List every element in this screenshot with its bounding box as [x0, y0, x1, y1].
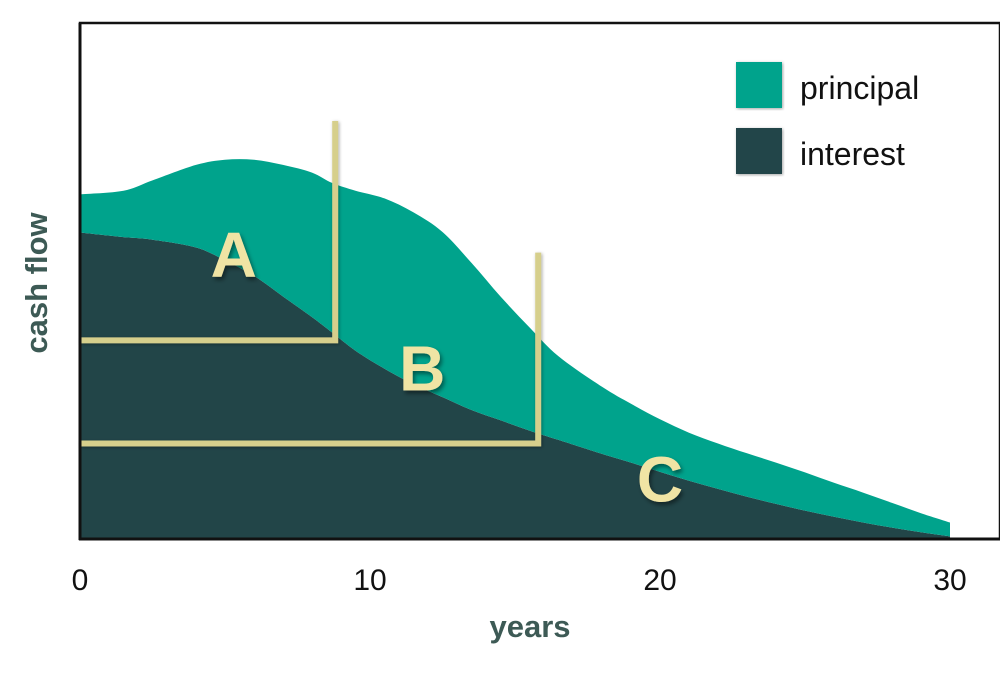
annotation-layer: A B C [211, 219, 684, 515]
legend-label-principal: principal [800, 70, 919, 106]
area-principal [80, 159, 950, 537]
x-tick-labels: 0 10 20 30 [72, 564, 967, 597]
bracket-1 [80, 121, 339, 344]
x-tick-30: 30 [933, 564, 966, 597]
legend: principal interest [736, 62, 919, 174]
x-tick-0: 0 [72, 564, 89, 597]
region-label-a: A [211, 219, 257, 291]
x-tick-20: 20 [643, 564, 676, 597]
x-tick-10: 10 [353, 564, 386, 597]
region-label-c: C [637, 444, 683, 516]
y-axis-title: cash flow [19, 211, 54, 353]
bracket-layer [80, 121, 542, 447]
area-layer [80, 159, 950, 539]
bracket-2 [80, 252, 542, 447]
x-axis-title: years [489, 609, 570, 644]
region-label-b: B [399, 333, 445, 405]
legend-label-interest: interest [800, 136, 905, 172]
area-interest [80, 232, 950, 539]
legend-swatch-interest [736, 128, 782, 174]
legend-swatch-principal [736, 62, 782, 108]
